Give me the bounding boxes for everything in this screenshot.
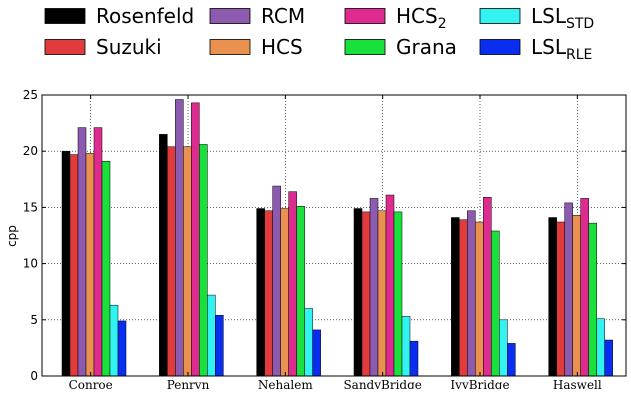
bar-lsl-rle-sandybridge <box>409 340 419 377</box>
y-ticks: 0 5 10 15 20 25 <box>23 88 626 383</box>
legend-swatch-suzuki <box>44 39 86 55</box>
bar-lsl-std-haswell <box>596 318 605 377</box>
bar-hcs2-penryn <box>191 102 200 377</box>
legend-label-hcs2: HCS2 <box>396 4 447 32</box>
y-axis-label: cpp <box>5 225 19 247</box>
bar-hcs2-sandybridge <box>385 194 395 377</box>
bar-hcs-sandybridge <box>377 210 387 377</box>
y-tick-label: 20 <box>23 144 38 158</box>
legend-swatch-rosenfeld <box>44 8 86 24</box>
bar-rcm-nehalem <box>272 185 281 377</box>
bar-rcm-penryn <box>175 99 184 377</box>
legend-swatch-grana <box>344 39 386 55</box>
legend-swatch-lsl-std <box>479 8 521 24</box>
bar-rcm-ivybridge <box>467 210 476 377</box>
bar-grana-penryn <box>199 144 208 377</box>
bar-lsl-rle-nehalem <box>312 329 321 377</box>
legend-swatch-lsl-rle <box>479 39 521 55</box>
legend-swatch-hcs <box>209 39 251 55</box>
bar-lsl-rle-ivybridge <box>507 343 516 377</box>
legend-label-lsl-rle: LSLRLE <box>531 35 592 63</box>
axes <box>41 94 627 377</box>
bar-lsl-std-ivybridge <box>499 319 508 377</box>
y-tick-label: 25 <box>23 88 38 102</box>
bar-suzuki-conroe <box>69 154 79 377</box>
bar-suzuki-sandybridge <box>361 211 371 377</box>
bar-grana-ivybridge <box>491 230 500 377</box>
bar-hcs-haswell <box>572 215 581 377</box>
x-category-label: Nehalem <box>258 378 313 389</box>
bar-grana-nehalem <box>296 206 305 377</box>
legend-label-rosenfeld: Rosenfeld <box>96 4 194 28</box>
bar-lsl-std-sandybridge <box>401 316 411 377</box>
bar-lsl-rle-penryn <box>215 315 224 377</box>
legend-label-grana: Grana <box>396 35 457 59</box>
bar-hcs2-nehalem <box>288 191 297 377</box>
bar-rosenfeld-sandybridge <box>353 208 363 377</box>
legend-label-suzuki: Suzuki <box>96 35 162 59</box>
bar-rcm-conroe <box>77 127 87 377</box>
legend-label-hcs: HCS <box>261 35 303 59</box>
bar-rosenfeld-penryn <box>159 134 168 377</box>
legend: Rosenfeld Suzuki RCM HCS HCS2 Grana LSLSTD LSLR… <box>44 4 594 63</box>
bar-suzuki-nehalem <box>264 210 273 377</box>
legend-swatch-hcs2 <box>344 8 386 24</box>
bar-grana-sandybridge <box>393 211 403 377</box>
bar-hcs2-ivybridge <box>483 197 492 377</box>
x-category-label: Conroe <box>69 378 113 389</box>
bar-hcs2-conroe <box>93 127 103 377</box>
y-tick-label: 0 <box>30 369 38 383</box>
bar-lsl-std-nehalem <box>304 308 313 377</box>
bar-lsl-std-penryn <box>207 294 216 377</box>
bar-grana-conroe <box>101 161 111 377</box>
bar-rosenfeld-ivybridge <box>451 217 460 377</box>
bar-suzuki-penryn <box>167 146 176 377</box>
bar-suzuki-haswell <box>556 221 565 377</box>
bar-rosenfeld-nehalem <box>256 208 265 377</box>
bar-rcm-haswell <box>564 202 573 377</box>
bar-lsl-rle-conroe <box>117 320 127 377</box>
bar-hcs-nehalem <box>280 208 289 377</box>
plot-frame <box>41 94 627 377</box>
bar-suzuki-ivybridge <box>459 219 468 377</box>
bar-lsl-std-conroe <box>109 304 119 377</box>
bar-hcs-ivybridge <box>475 221 484 377</box>
y-tick-label: 10 <box>23 257 38 271</box>
legend-label-lsl-std: LSLSTD <box>531 4 594 32</box>
legend-swatch-rcm <box>209 8 251 24</box>
bar-hcs-conroe <box>85 153 95 377</box>
bar-rcm-sandybridge <box>369 198 379 377</box>
legend-label-rcm: RCM <box>261 4 305 28</box>
x-category-label: Haswell <box>553 378 602 389</box>
x-category-label: SandyBridge <box>343 378 421 389</box>
grid-lines <box>42 94 626 376</box>
y-tick-label: 15 <box>23 200 38 214</box>
bar-hcs2-haswell <box>580 198 589 377</box>
bars-group <box>61 99 613 377</box>
x-category-labels: Conroe Penryn Nehalem SandyBridge IvyBridge H… <box>69 95 602 392</box>
bar-lsl-rle-haswell <box>604 339 613 377</box>
bar-rosenfeld-conroe <box>61 150 71 377</box>
x-category-label: IvyBridge <box>450 378 509 389</box>
x-category-label: Penryn <box>167 378 210 389</box>
bar-rosenfeld-haswell <box>548 217 557 377</box>
y-tick-label: 5 <box>30 313 38 327</box>
bar-hcs-penryn <box>183 146 192 377</box>
bar-grana-haswell <box>588 222 597 377</box>
